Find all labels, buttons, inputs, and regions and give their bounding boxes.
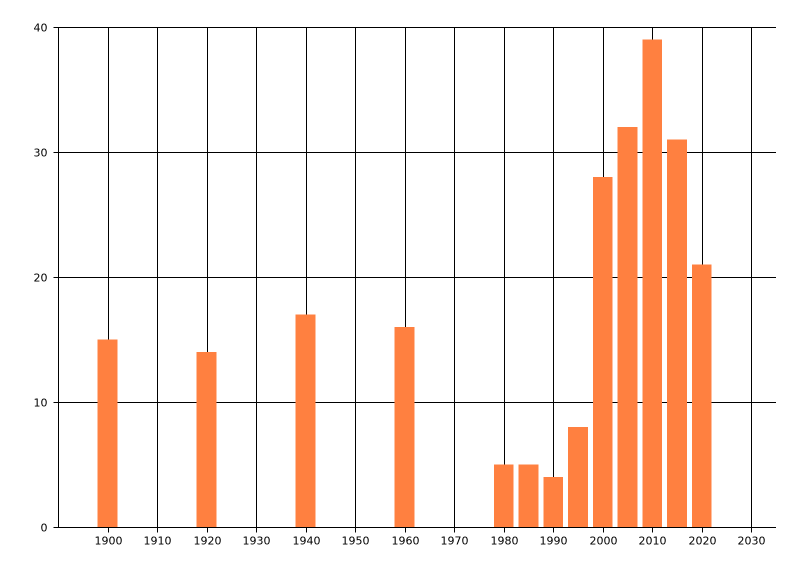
x-tick-label-1900: 1900 bbox=[95, 535, 123, 548]
bar-1985 bbox=[518, 464, 539, 527]
bar-1990 bbox=[543, 477, 564, 527]
x-tick-label-1960: 1960 bbox=[392, 535, 420, 548]
x-tick-label-1980: 1980 bbox=[491, 535, 519, 548]
bar-2000 bbox=[592, 177, 613, 527]
x-tick-label-2000: 2000 bbox=[590, 535, 618, 548]
x-tick-label-1990: 1990 bbox=[540, 535, 568, 548]
x-tick-label-2030: 2030 bbox=[738, 535, 766, 548]
x-tick-label-2020: 2020 bbox=[689, 535, 717, 548]
bar-1980 bbox=[493, 464, 514, 527]
bar-1960 bbox=[394, 327, 415, 527]
x-tick-label-1910: 1910 bbox=[144, 535, 172, 548]
x-tick-label-2010: 2010 bbox=[639, 535, 667, 548]
bar-2005 bbox=[617, 127, 638, 527]
x-tick-label-1940: 1940 bbox=[293, 535, 321, 548]
y-tick-label-0: 0 bbox=[41, 522, 48, 535]
y-tick-label-10: 10 bbox=[34, 397, 48, 410]
bar-1940 bbox=[295, 314, 316, 527]
x-tick-label-1970: 1970 bbox=[441, 535, 469, 548]
x-tick-label-1950: 1950 bbox=[342, 535, 370, 548]
bars bbox=[97, 39, 712, 527]
y-tick-label-20: 20 bbox=[34, 272, 48, 285]
x-tick-label-1920: 1920 bbox=[194, 535, 222, 548]
bar-1920 bbox=[196, 352, 217, 527]
bar-2010 bbox=[642, 39, 663, 527]
bar-1995 bbox=[568, 427, 588, 527]
y-tick-label-40: 40 bbox=[34, 22, 48, 35]
bar-1900 bbox=[97, 339, 118, 527]
bar-2015 bbox=[667, 139, 687, 527]
y-tick-label-30: 30 bbox=[34, 147, 48, 160]
bar-2020 bbox=[691, 264, 712, 527]
tick-labels: 1900 1910 1920 1930 1940 1950 1960 1970 1980 1990… bbox=[34, 22, 766, 548]
axes bbox=[53, 27, 776, 533]
x-tick-label-1930: 1930 bbox=[243, 535, 271, 548]
